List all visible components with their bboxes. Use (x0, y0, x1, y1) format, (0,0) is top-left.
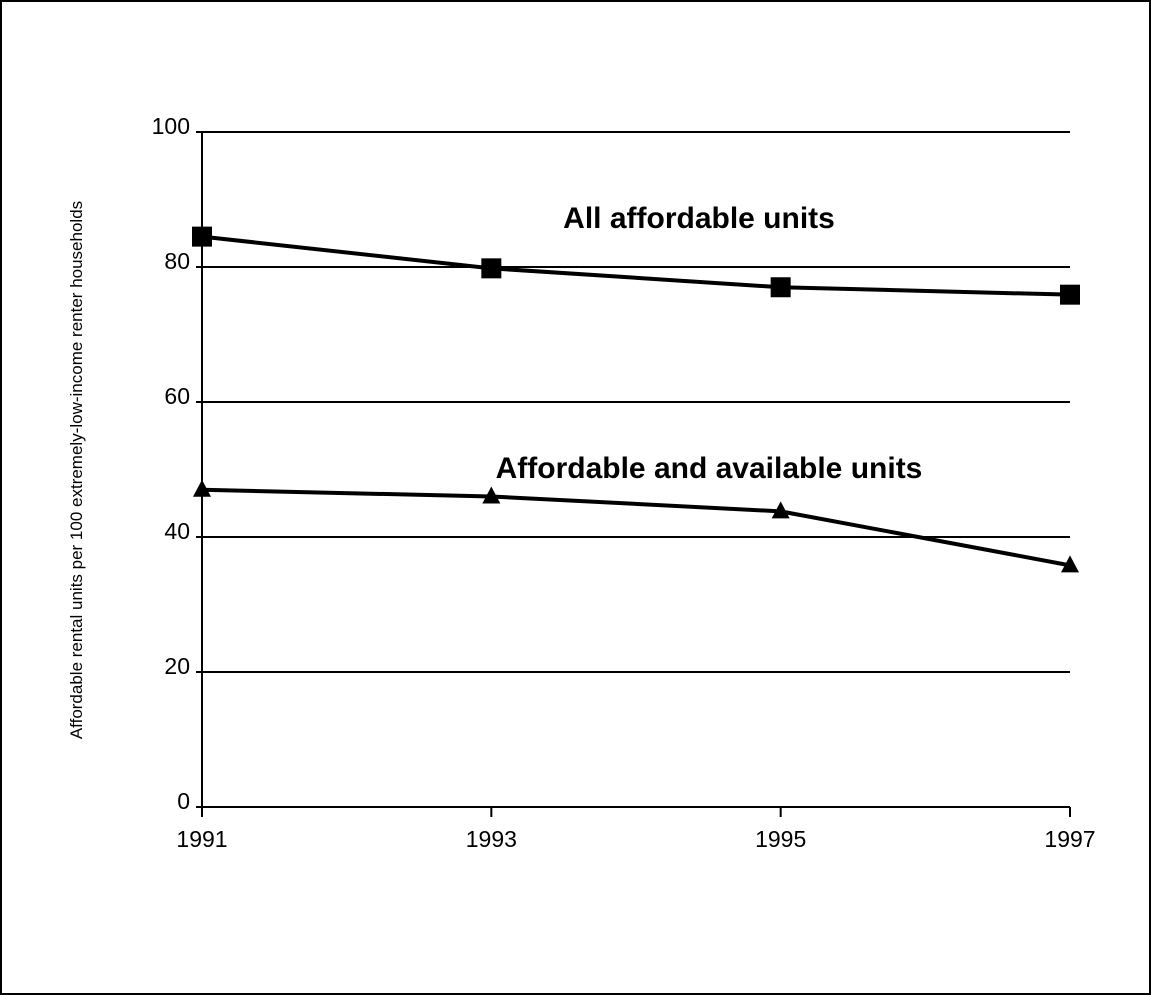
y-tick-label: 40 (164, 518, 190, 544)
x-tick-label: 1995 (755, 826, 806, 852)
y-tick-label: 0 (177, 788, 190, 814)
series-line-0 (201, 234, 1071, 297)
data-point-triangle (771, 501, 790, 519)
data-point-square (192, 226, 212, 247)
data-point-square (481, 258, 502, 279)
y-tick-labels: 0 20 40 60 80 100 (152, 113, 190, 814)
data-point-square (1060, 284, 1080, 305)
series (192, 226, 1080, 573)
y-tick-label: 80 (164, 248, 190, 274)
x-tick-label: 1991 (176, 826, 227, 852)
x-tick-label: 1997 (1044, 826, 1095, 852)
y-axis-title: Affordable rental units per 100 extremel… (67, 201, 86, 739)
x-tick-label: 1993 (466, 826, 517, 852)
data-point-triangle (1061, 555, 1079, 573)
data-point-square (770, 277, 791, 298)
y-tick-label: 100 (152, 113, 190, 139)
y-tick-label: 20 (164, 653, 190, 679)
data-point-triangle (193, 479, 211, 497)
series-line-1 (201, 487, 1071, 568)
series-label-all-affordable-units: All affordable units (563, 202, 835, 235)
y-tick-label: 60 (164, 383, 190, 409)
series-label-affordable-and-available-units: Affordable and available units (496, 452, 923, 485)
data-point-triangle (482, 486, 501, 504)
x-tick-labels: 1991 1993 1995 1997 (176, 826, 1095, 852)
